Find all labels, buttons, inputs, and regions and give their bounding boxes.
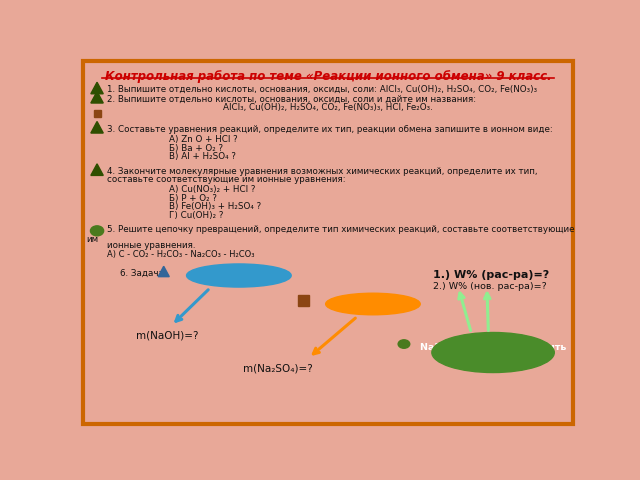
- Ellipse shape: [326, 293, 420, 315]
- Text: 2.) W% (нов. рас-ра)=?: 2.) W% (нов. рас-ра)=?: [433, 282, 547, 291]
- Text: А) Cu(NO₃)₂ + HCl ?: А) Cu(NO₃)₂ + HCl ?: [169, 185, 255, 194]
- Polygon shape: [91, 164, 103, 175]
- Ellipse shape: [432, 333, 554, 372]
- Polygon shape: [158, 266, 169, 276]
- Ellipse shape: [398, 340, 410, 348]
- Text: AlCl₃, Cu(OH)₂, H₂SO₄, CO₂, Fe(NO₃)₃, HCl, Fe₂O₃.: AlCl₃, Cu(OH)₂, H₂SO₄, CO₂, Fe(NO₃)₃, HC…: [223, 103, 433, 112]
- Text: ионные уравнения.: ионные уравнения.: [107, 241, 196, 250]
- Text: Контрольная работа по теме «Реакции ионного обмена» 9 класс.: Контрольная работа по теме «Реакции ионн…: [105, 70, 551, 83]
- Ellipse shape: [90, 226, 104, 236]
- Text: m(Na₂SO₄)=?: m(Na₂SO₄)=?: [243, 363, 312, 373]
- Text: Cu(NO3)2+NaOH=: Cu(NO3)2+NaOH=: [188, 271, 290, 280]
- Text: NaOH+CuSO4=: NaOH+CuSO4=: [330, 299, 416, 309]
- Text: В) Fe(OH)₃ + H₂SO₄ ?: В) Fe(OH)₃ + H₂SO₄ ?: [169, 203, 261, 211]
- Text: Г) Cu(OH)₂ ?: Г) Cu(OH)₂ ?: [169, 211, 223, 220]
- Text: 1. Выпишите отдельно кислоты, основания, оксиды, соли: AlCl₃, Cu(OH)₂, H₂SO₄, CO: 1. Выпишите отдельно кислоты, основания,…: [107, 85, 537, 94]
- Text: Б) Ba + O₂ ?: Б) Ba + O₂ ?: [169, 144, 223, 153]
- Text: m(NaOH)=?: m(NaOH)=?: [136, 330, 198, 340]
- Text: составьте соответствующие им ионные уравнения:: составьте соответствующие им ионные урав…: [107, 175, 346, 184]
- FancyBboxPatch shape: [83, 60, 573, 424]
- Text: Б) P + O₂ ?: Б) P + O₂ ?: [169, 194, 217, 203]
- Text: 5. Решите цепочку превращений, определите тип химических реакций, составьте соот: 5. Решите цепочку превращений, определит…: [107, 226, 575, 234]
- Text: А) С - CO₂ - H₂CO₃ - Na₂CO₃ - H₂CO₃: А) С - CO₂ - H₂CO₃ - Na₂CO₃ - H₂CO₃: [107, 250, 255, 259]
- Ellipse shape: [187, 264, 291, 287]
- Text: им: им: [86, 235, 99, 244]
- Text: 3. Составьте уравнения реакций, определите их тип, реакции обмена запишите в ион: 3. Составьте уравнения реакций, определи…: [107, 125, 553, 133]
- Text: А) Zn O + HCl ?: А) Zn O + HCl ?: [169, 135, 238, 144]
- Bar: [298, 295, 308, 306]
- Polygon shape: [91, 82, 103, 94]
- Text: В) Al + H₂SO₄ ?: В) Al + H₂SO₄ ?: [169, 152, 236, 161]
- Polygon shape: [91, 92, 103, 103]
- Text: 1.) W% (рас-ра)=?: 1.) W% (рас-ра)=?: [433, 270, 549, 280]
- Polygon shape: [91, 121, 103, 133]
- Bar: [93, 110, 100, 117]
- Text: Na2SO4  и  H2O ; добавить
H2O: Na2SO4 и H2O ; добавить H2O: [420, 343, 566, 362]
- Text: 2. Выпишите отдельно кислоты, основания, оксиды, соли и дайте им названия:: 2. Выпишите отдельно кислоты, основания,…: [107, 95, 476, 104]
- Text: 4. Закончите молекулярные уравнения возможных химических реакций, определите их : 4. Закончите молекулярные уравнения возм…: [107, 167, 538, 176]
- Text: 6. Задача:: 6. Задача:: [120, 269, 167, 277]
